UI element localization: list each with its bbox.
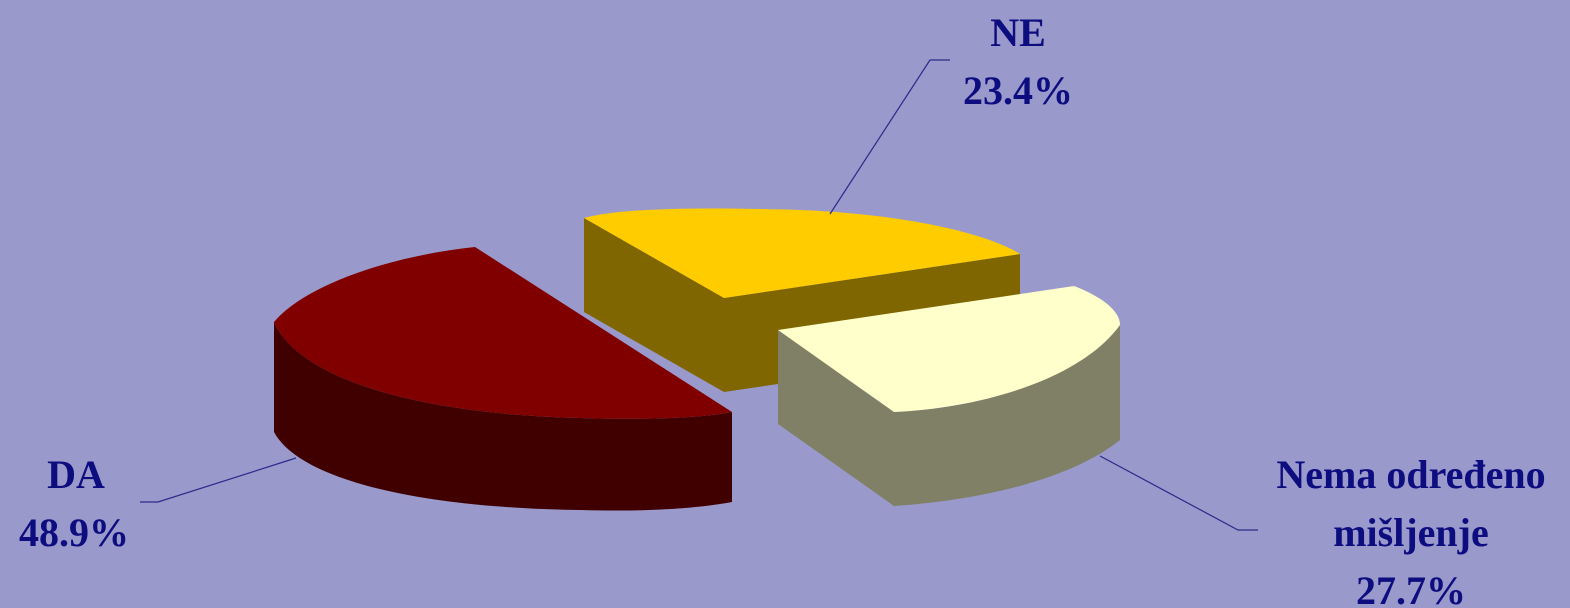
value-ne: 23.4% xyxy=(963,68,1073,113)
slice-da xyxy=(274,247,732,511)
slice-ne-top xyxy=(584,208,1020,298)
slice-nema xyxy=(778,286,1120,506)
leader-line-nema xyxy=(1099,455,1258,531)
label-ne: NE xyxy=(990,10,1046,55)
leader-line-da xyxy=(140,457,297,503)
label-nema-line2: mišljenje xyxy=(1333,510,1489,555)
slice-ne-side-front xyxy=(584,218,724,392)
slice-da-top xyxy=(274,247,732,419)
label-da: DA xyxy=(47,452,105,497)
label-nema-line1: Nema određeno xyxy=(1276,452,1545,497)
leader-line-ne xyxy=(829,59,950,215)
slice-nema-side-left xyxy=(778,330,894,506)
value-nema: 27.7% xyxy=(1356,568,1466,608)
value-da: 48.9% xyxy=(19,510,129,555)
slice-da-side xyxy=(274,322,732,511)
slice-nema-top xyxy=(778,286,1120,412)
